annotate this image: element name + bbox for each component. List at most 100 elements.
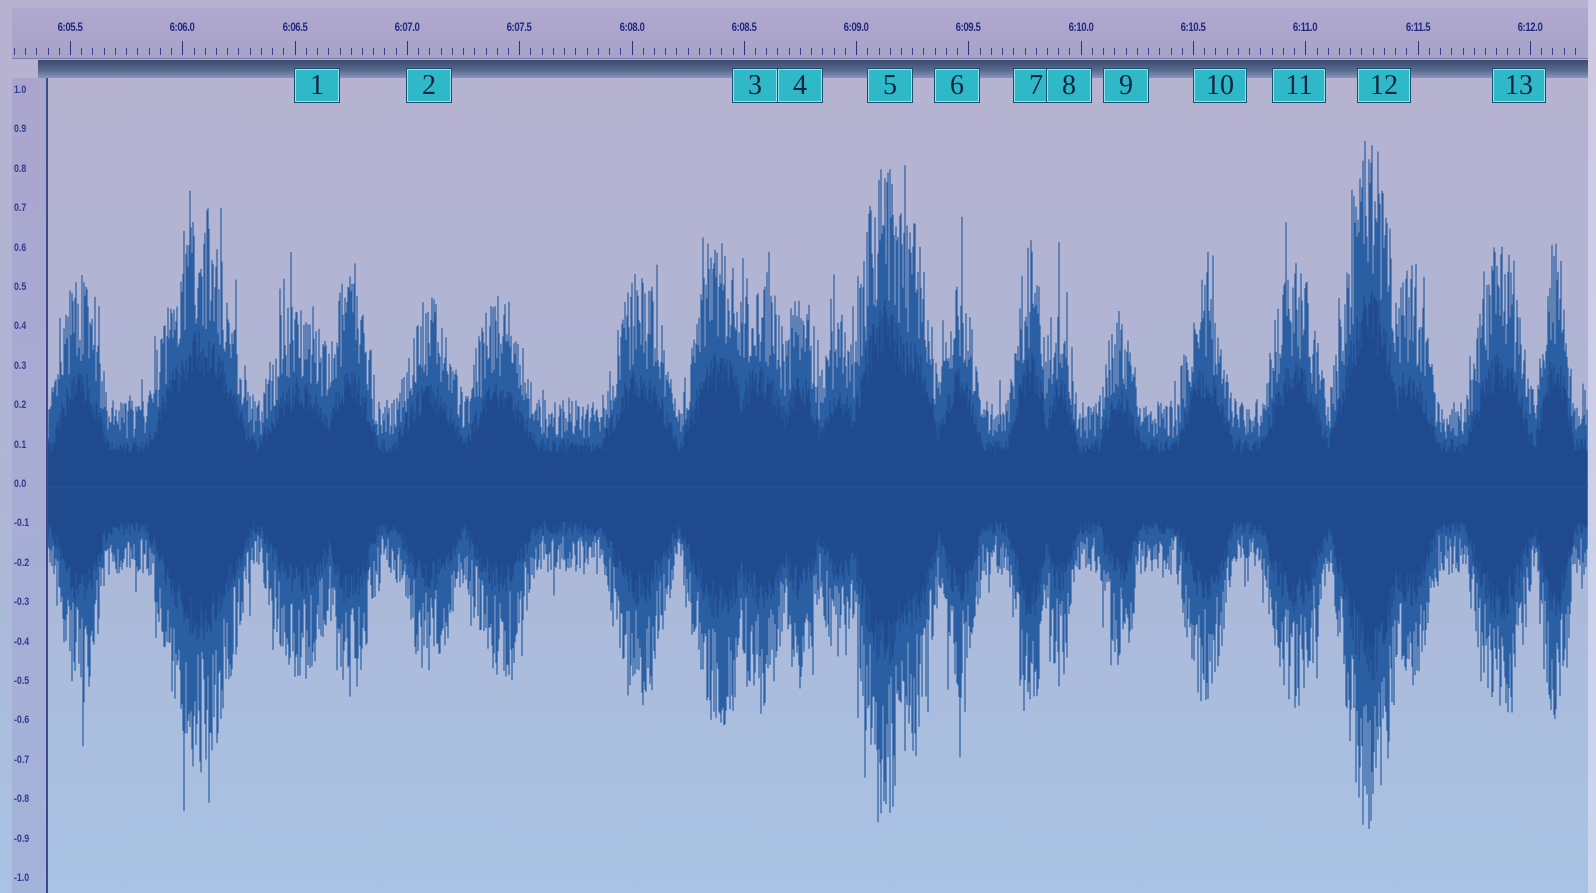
- amplitude-label: -0.1: [14, 517, 30, 530]
- minor-tick: [1563, 48, 1565, 55]
- minor-tick: [564, 48, 566, 55]
- minor-tick: [92, 48, 94, 55]
- marker-4[interactable]: 4: [777, 68, 823, 103]
- minor-tick: [272, 48, 274, 55]
- minor-tick: [193, 48, 195, 55]
- marker-6[interactable]: 6: [934, 68, 980, 103]
- time-label: 6:08.5: [731, 20, 757, 34]
- minor-tick: [1148, 48, 1150, 55]
- minor-tick: [171, 48, 173, 55]
- amplitude-label: -1.0: [14, 872, 30, 884]
- minor-tick: [844, 48, 846, 55]
- amplitude-label: 0.5: [14, 281, 27, 293]
- amplitude-label: 0.0: [14, 478, 27, 490]
- major-tick: [1080, 41, 1082, 55]
- minor-tick: [339, 48, 341, 55]
- minor-tick: [799, 48, 801, 55]
- marker-2[interactable]: 2: [406, 68, 452, 103]
- amplitude-label: 0.7: [14, 202, 27, 215]
- time-label: 6:06.5: [282, 20, 308, 34]
- minor-tick: [1024, 48, 1026, 55]
- minor-tick: [1361, 48, 1363, 55]
- marker-12[interactable]: 12: [1357, 68, 1411, 103]
- minor-tick: [665, 48, 667, 55]
- minor-tick: [1181, 48, 1183, 55]
- amplitude-label: 0.8: [14, 162, 27, 175]
- minor-tick: [990, 48, 992, 55]
- time-ruler[interactable]: 6:05.5 6:06.0 6:06.5 6:07.0 6:07.5 6:08.0 6:08…: [12, 8, 1588, 59]
- minor-tick: [609, 48, 611, 55]
- minor-tick: [249, 48, 251, 55]
- minor-tick: [979, 48, 981, 55]
- major-tick: [406, 41, 408, 55]
- minor-tick: [25, 48, 27, 55]
- marker-3[interactable]: 3: [732, 68, 778, 103]
- minor-tick: [901, 48, 903, 55]
- minor-tick: [1058, 48, 1060, 55]
- amplitude-label: -0.3: [14, 596, 30, 609]
- minor-tick: [1226, 48, 1228, 55]
- marker-8[interactable]: 8: [1046, 68, 1092, 103]
- minor-tick: [1327, 48, 1329, 55]
- time-label: 6:07.5: [506, 20, 532, 34]
- minor-tick: [395, 48, 397, 55]
- minor-tick: [1069, 48, 1071, 55]
- minor-tick: [1215, 48, 1217, 55]
- minor-tick: [148, 48, 150, 55]
- marker-13[interactable]: 13: [1492, 68, 1546, 103]
- minor-tick: [317, 48, 319, 55]
- waveform-view[interactable]: [48, 78, 1588, 893]
- minor-tick: [1574, 48, 1576, 55]
- marker-9[interactable]: 9: [1103, 68, 1149, 103]
- waveform[interactable]: [48, 78, 1588, 893]
- minor-tick: [1406, 48, 1408, 55]
- minor-tick: [530, 48, 532, 55]
- marker-1[interactable]: 1: [294, 68, 340, 103]
- minor-tick: [878, 48, 880, 55]
- minor-tick: [1484, 48, 1486, 55]
- minor-tick: [1552, 48, 1554, 55]
- minor-tick: [945, 48, 947, 55]
- minor-tick: [1114, 48, 1116, 55]
- major-tick: [70, 41, 71, 55]
- marker-10[interactable]: 10: [1193, 68, 1247, 103]
- amplitude-label: -0.9: [14, 832, 30, 845]
- minor-tick: [721, 48, 723, 55]
- minor-tick: [260, 48, 262, 55]
- major-tick: [519, 41, 521, 55]
- major-tick: [1305, 41, 1307, 55]
- minor-tick: [1125, 48, 1127, 55]
- minor-tick: [1013, 48, 1015, 55]
- major-tick: [1193, 41, 1194, 55]
- minor-tick: [1136, 48, 1138, 55]
- minor-tick: [755, 48, 757, 55]
- minor-tick: [103, 48, 105, 55]
- minor-tick: [541, 48, 543, 55]
- minor-tick: [1383, 48, 1385, 55]
- minor-tick: [350, 48, 352, 55]
- minor-tick: [1002, 48, 1004, 55]
- window-edge: [1588, 0, 1596, 893]
- minor-tick: [788, 48, 790, 55]
- marker-5[interactable]: 5: [867, 68, 913, 103]
- minor-tick: [36, 48, 38, 55]
- amplitude-label: 0.2: [14, 399, 27, 412]
- minor-tick: [1451, 48, 1453, 55]
- time-label: 6:06.0: [169, 20, 195, 34]
- minor-tick: [373, 48, 375, 55]
- time-label: 6:11.5: [1405, 20, 1430, 34]
- minor-tick: [1047, 48, 1048, 55]
- time-label: 6:09.5: [955, 20, 981, 34]
- major-tick: [294, 41, 296, 55]
- marker-11[interactable]: 11: [1272, 68, 1326, 103]
- minor-tick: [47, 48, 49, 55]
- minor-tick: [1271, 48, 1273, 55]
- minor-tick: [114, 48, 116, 55]
- minor-tick: [440, 48, 442, 55]
- minor-tick: [1159, 48, 1161, 55]
- amplitude-label: 0.4: [14, 320, 27, 333]
- amplitude-label: -0.8: [14, 793, 30, 806]
- minor-tick: [1103, 48, 1105, 55]
- minor-tick: [1496, 48, 1498, 55]
- minor-tick: [642, 48, 644, 55]
